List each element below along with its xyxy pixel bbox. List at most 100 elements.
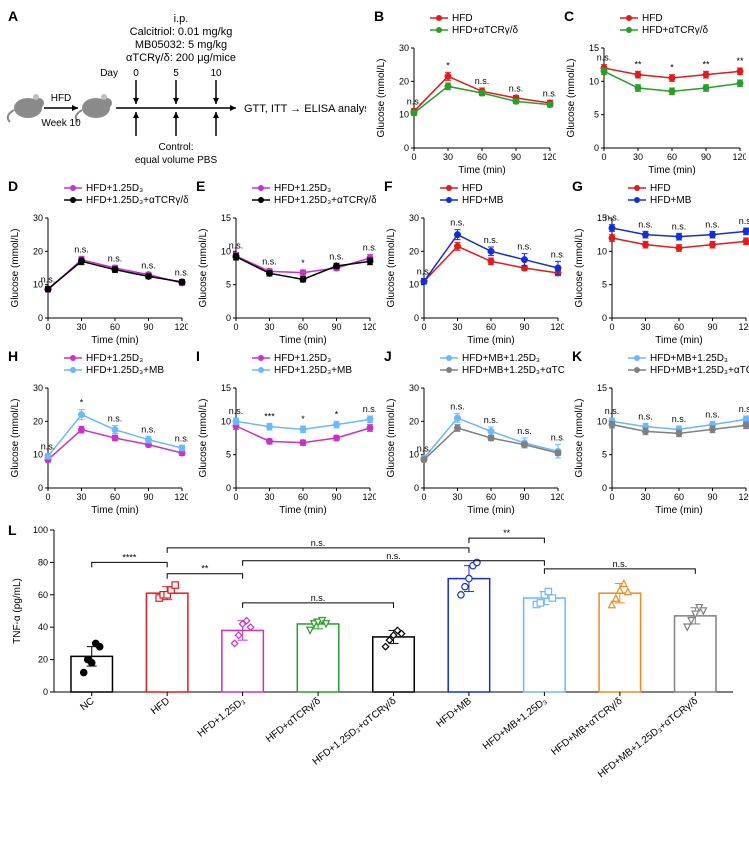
svg-text:90: 90 xyxy=(707,322,717,332)
svg-text:n.s.: n.s. xyxy=(417,267,432,277)
svg-text:90: 90 xyxy=(143,322,153,332)
svg-text:20: 20 xyxy=(33,246,43,256)
svg-text:120: 120 xyxy=(738,492,749,502)
svg-text:30: 30 xyxy=(264,492,274,502)
svg-text:**: ** xyxy=(736,56,744,66)
svg-text:n.s.: n.s. xyxy=(672,221,687,231)
svg-text:20: 20 xyxy=(33,416,43,426)
svg-text:**: ** xyxy=(702,59,710,69)
panel-label-C: C xyxy=(564,8,574,24)
svg-text:HFD: HFD xyxy=(51,93,72,104)
svg-text:HFD+MB+1.25D₃+αTCRγ/δ: HFD+MB+1.25D₃+αTCRγ/δ xyxy=(650,365,749,376)
svg-text:60: 60 xyxy=(298,322,308,332)
svg-text:0: 0 xyxy=(404,143,409,153)
svg-text:Time (min): Time (min) xyxy=(648,165,695,176)
panel-C-svg: 0510150306090120Time (min)Glucose (mmol/… xyxy=(562,8,746,176)
svg-text:HFD+1.25D₃+αTCRγ/δ: HFD+1.25D₃+αTCRγ/δ xyxy=(311,695,399,767)
svg-text:30: 30 xyxy=(640,322,650,332)
svg-text:n.s.: n.s. xyxy=(175,268,188,278)
panel-D: D01020300306090120Time (min)Glucose (mmo… xyxy=(6,178,188,346)
svg-text:n.s.: n.s. xyxy=(41,442,56,452)
svg-text:n.s.: n.s. xyxy=(739,404,749,414)
svg-text:HFD+1.25D₃: HFD+1.25D₃ xyxy=(274,353,331,364)
svg-text:40: 40 xyxy=(38,622,48,632)
svg-text:HFD+αTCRγ/δ: HFD+αTCRγ/δ xyxy=(264,695,323,745)
svg-text:n.s.: n.s. xyxy=(551,433,564,443)
svg-text:n.s.: n.s. xyxy=(108,253,123,263)
svg-text:20: 20 xyxy=(409,416,419,426)
svg-text:n.s.: n.s. xyxy=(175,433,188,443)
svg-text:HFD+1.25D₃: HFD+1.25D₃ xyxy=(86,183,143,194)
svg-text:5: 5 xyxy=(602,280,607,290)
svg-text:HFD+MB+1.25D₃: HFD+MB+1.25D₃ xyxy=(650,353,728,364)
svg-text:equal volume PBS: equal volume PBS xyxy=(135,155,218,166)
svg-text:Time (min): Time (min) xyxy=(467,505,514,516)
svg-text:90: 90 xyxy=(701,152,711,162)
svg-text:0: 0 xyxy=(594,143,599,153)
svg-text:n.s.: n.s. xyxy=(517,426,532,436)
svg-text:HFD+αTCRγ/δ: HFD+αTCRγ/δ xyxy=(452,25,519,36)
svg-text:90: 90 xyxy=(511,152,521,162)
svg-text:60: 60 xyxy=(486,322,496,332)
svg-text:30: 30 xyxy=(264,322,274,332)
svg-text:n.s.: n.s. xyxy=(417,444,432,454)
svg-text:0: 0 xyxy=(602,313,607,323)
svg-text:30: 30 xyxy=(452,322,462,332)
svg-text:90: 90 xyxy=(519,322,529,332)
panel-label-B: B xyxy=(374,8,384,24)
svg-text:90: 90 xyxy=(331,322,341,332)
svg-text:0: 0 xyxy=(38,313,43,323)
svg-text:30: 30 xyxy=(633,152,643,162)
svg-text:120: 120 xyxy=(174,492,188,502)
svg-text:MB05032: 5 mg/kg: MB05032: 5 mg/kg xyxy=(135,39,227,51)
svg-text:n.s.: n.s. xyxy=(141,260,156,270)
svg-text:0: 0 xyxy=(233,492,238,502)
panel-F: F01020300306090120Time (min)Glucose (mmo… xyxy=(382,178,564,346)
panel-label-L: L xyxy=(8,522,17,538)
svg-text:n.s.: n.s. xyxy=(386,551,401,561)
panel-I: I0510150306090120Time (min)Glucose (mmol… xyxy=(194,348,376,516)
svg-text:100: 100 xyxy=(33,525,48,535)
svg-text:0: 0 xyxy=(609,322,614,332)
svg-text:Time (min): Time (min) xyxy=(467,335,514,346)
svg-text:HFD+1.25D₃+MB: HFD+1.25D₃+MB xyxy=(86,365,164,376)
svg-text:Glucose (mmol/L): Glucose (mmol/L) xyxy=(198,229,209,308)
svg-text:n.s.: n.s. xyxy=(329,251,344,261)
svg-text:*: * xyxy=(301,258,305,268)
svg-text:80: 80 xyxy=(38,557,48,567)
svg-text:n.s.: n.s. xyxy=(509,83,524,93)
svg-text:n.s.: n.s. xyxy=(613,559,628,569)
svg-text:*: * xyxy=(446,60,450,70)
svg-text:n.s.: n.s. xyxy=(108,414,123,424)
svg-text:*: * xyxy=(80,398,84,408)
svg-text:n.s.: n.s. xyxy=(705,219,720,229)
svg-text:HFD+MB+1.25D₃: HFD+MB+1.25D₃ xyxy=(462,353,540,364)
svg-text:Week 10: Week 10 xyxy=(41,118,81,129)
svg-text:Control:: Control: xyxy=(158,142,193,153)
panel-B-svg: 01020300306090120Time (min)Glucose (mmol… xyxy=(372,8,556,176)
svg-text:αTCRγ/δ: 200 μg/mice: αTCRγ/δ: 200 μg/mice xyxy=(126,52,236,64)
panel-K: K0510150306090120Time (min)Glucose (mmol… xyxy=(570,348,749,516)
panel-H: H01020300306090120Time (min)Glucose (mmo… xyxy=(6,348,188,516)
svg-text:0: 0 xyxy=(601,152,606,162)
svg-text:n.s.: n.s. xyxy=(551,249,564,259)
svg-text:**: ** xyxy=(634,59,642,69)
svg-text:60: 60 xyxy=(674,492,684,502)
svg-text:n.s.: n.s. xyxy=(484,235,499,245)
svg-text:HFD+MB+1.25D₃: HFD+MB+1.25D₃ xyxy=(481,696,549,753)
svg-text:10: 10 xyxy=(221,416,231,426)
svg-text:Time (min): Time (min) xyxy=(279,505,326,516)
svg-text:n.s.: n.s. xyxy=(484,415,499,425)
svg-text:Time (min): Time (min) xyxy=(655,505,702,516)
panel-J: J01020300306090120Time (min)Glucose (mmo… xyxy=(382,348,564,516)
svg-text:10: 10 xyxy=(399,110,409,120)
svg-text:n.s.: n.s. xyxy=(475,76,490,86)
svg-text:60: 60 xyxy=(667,152,677,162)
svg-text:90: 90 xyxy=(519,492,529,502)
svg-text:10: 10 xyxy=(589,76,599,86)
svg-text:HFD+MB+1.25D₃+αTCRγ/δ: HFD+MB+1.25D₃+αTCRγ/δ xyxy=(462,365,564,376)
svg-text:0: 0 xyxy=(45,492,50,502)
svg-text:n.s.: n.s. xyxy=(262,257,277,267)
svg-text:90: 90 xyxy=(331,492,341,502)
svg-text:60: 60 xyxy=(298,492,308,502)
